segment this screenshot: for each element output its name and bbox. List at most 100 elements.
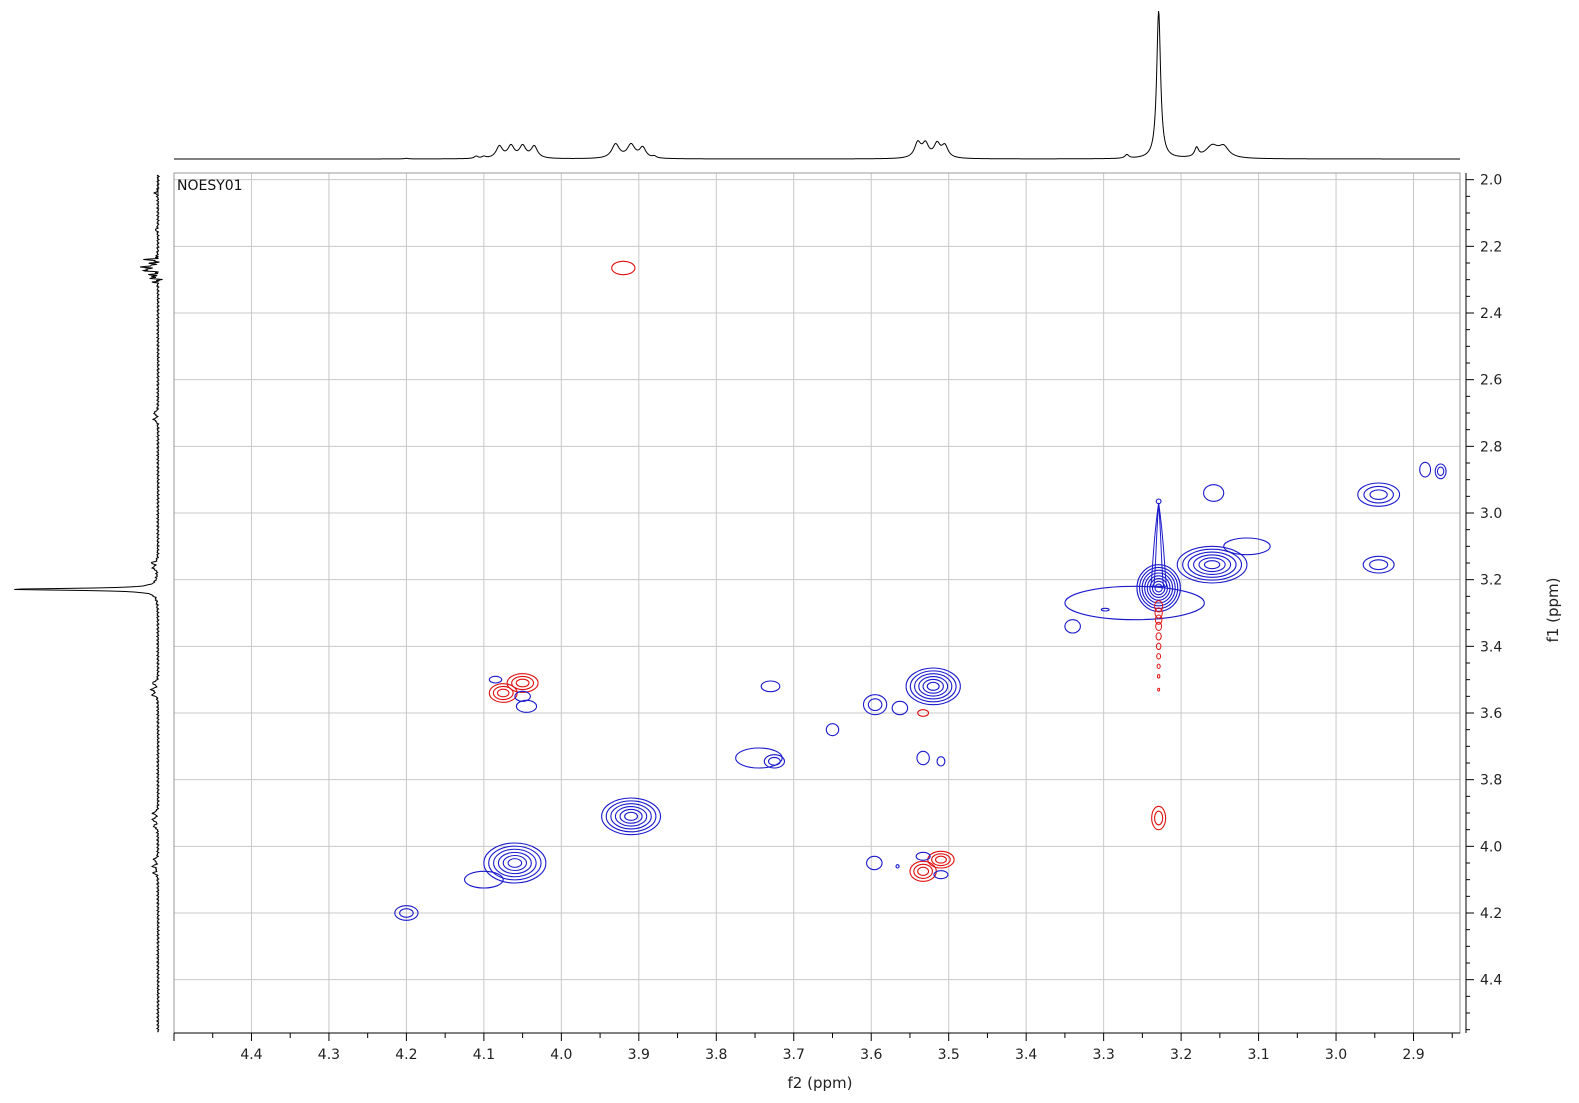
tail-contour: [1155, 632, 1162, 641]
y-tick-label: 4.0: [1480, 839, 1502, 855]
tail-contour: [1155, 642, 1162, 650]
contour-level: [1357, 482, 1401, 507]
x-tick-label: 3.9: [628, 1047, 650, 1063]
cross-peak-positive: [1357, 482, 1401, 507]
cross-peak-positive: [862, 694, 888, 716]
cross-peak-positive: [394, 905, 419, 921]
cross-peak-positive: [601, 797, 662, 836]
cross-peak-positive: [1362, 555, 1395, 574]
tail-contour: [1154, 614, 1163, 625]
x-tick-label: 4.4: [240, 1047, 262, 1063]
y-tick-label: 2.6: [1480, 373, 1502, 389]
contour-level: [934, 855, 947, 864]
cross-peak-positive: [905, 667, 961, 706]
contour-level: [926, 681, 940, 691]
contour-level: [918, 676, 949, 697]
contour-level: [515, 699, 538, 713]
contour-level: [1419, 461, 1432, 478]
contour-level: [895, 864, 900, 869]
contour-level: [922, 678, 944, 694]
y-tick-label: 2.0: [1480, 173, 1502, 189]
contour-level: [1203, 560, 1221, 570]
cross-peak-positive: [463, 870, 504, 889]
cross-peak-positive: [1064, 619, 1081, 634]
contour-level: [605, 800, 657, 833]
y-tick-label: 4.4: [1480, 973, 1502, 989]
x-tick-label: 4.2: [395, 1047, 417, 1063]
tail-contour: [1156, 674, 1161, 679]
contour-level: [463, 870, 504, 889]
x-tick-label: 2.9: [1402, 1047, 1424, 1063]
contour-level: [1369, 559, 1389, 571]
contour-level: [488, 675, 503, 684]
contour-level: [867, 698, 883, 712]
contour-level: [1154, 810, 1164, 826]
contour-level: [760, 680, 781, 693]
contour-level: [394, 905, 419, 921]
contour-level: [763, 754, 786, 769]
left-projection-spectrum: [14, 174, 163, 1033]
cross-peak-positive: [1419, 461, 1432, 478]
contour-level: [1436, 466, 1445, 477]
contour-level: [1187, 551, 1237, 578]
left-projection-trace: [14, 174, 163, 1033]
y-axis: 2.0 2.2 2.4 2.6 2.8 3.0 3.2 3.4 3.6 3.8 4.0 4.2 4.4: [1465, 173, 1502, 1033]
contour-level: [915, 851, 931, 861]
x-tick-label: 3.6: [860, 1047, 882, 1063]
cross-peak-positive: [1203, 484, 1225, 502]
contour-level: [891, 700, 909, 716]
contour-level: [909, 670, 957, 703]
contour-level: [1434, 463, 1447, 480]
contour-level: [933, 870, 949, 880]
cross-peak-positive: [1434, 463, 1447, 480]
contour-level: [493, 848, 537, 878]
contour-level: [610, 803, 652, 830]
cross-peak-positive: [895, 864, 900, 869]
contour-level: [515, 678, 530, 688]
contour-level: [1362, 555, 1395, 574]
contour-level: [1223, 537, 1271, 556]
contour-level: [1193, 554, 1232, 575]
contour-level: [735, 747, 783, 769]
contour-level: [916, 750, 930, 766]
x-tick-label: 3.1: [1247, 1047, 1269, 1063]
contour-level: [936, 756, 946, 767]
x-tick-label: 3.3: [1093, 1047, 1115, 1063]
top-projection-trace: [174, 11, 1460, 160]
contour-level: [1100, 607, 1110, 612]
contour-level: [614, 806, 648, 827]
ridge-contour: [1150, 502, 1168, 587]
contour-level: [1182, 548, 1243, 581]
x-tick-label: 3.4: [1015, 1047, 1037, 1063]
contour-level: [619, 808, 643, 824]
x-tick-label: 4.0: [550, 1047, 572, 1063]
contour-level: [611, 260, 636, 276]
contour-level: [1176, 545, 1248, 584]
contour-level: [502, 854, 528, 872]
diagonal-ridge: [1150, 502, 1168, 587]
tail-contour: [1154, 607, 1163, 619]
x-tick-label: 3.8: [705, 1047, 727, 1063]
tail-contour: [1157, 687, 1161, 692]
contour-level: [483, 842, 547, 884]
contour-level: [492, 685, 514, 701]
cross-peak-positive: [760, 680, 781, 693]
cross-peak-negative: [917, 709, 930, 717]
contour-level: [1363, 485, 1394, 504]
contour-level: [506, 673, 539, 693]
cross-peak-positive: [825, 723, 840, 737]
tail-contour: [1156, 653, 1162, 660]
cross-peak-positive: [1136, 564, 1181, 612]
x-axis-title: f2 (ppm): [788, 1074, 853, 1092]
cross-peak-positive: [916, 750, 930, 766]
contour-level: [1151, 805, 1167, 831]
contour-level: [496, 688, 510, 698]
tail-contour: [1156, 663, 1161, 670]
contour-level: [913, 863, 933, 879]
contour-level: [825, 723, 840, 737]
contour-level: [488, 845, 542, 881]
contour-level: [1369, 489, 1388, 501]
contour-level: [1203, 484, 1225, 502]
tail-contour: [1154, 600, 1164, 613]
